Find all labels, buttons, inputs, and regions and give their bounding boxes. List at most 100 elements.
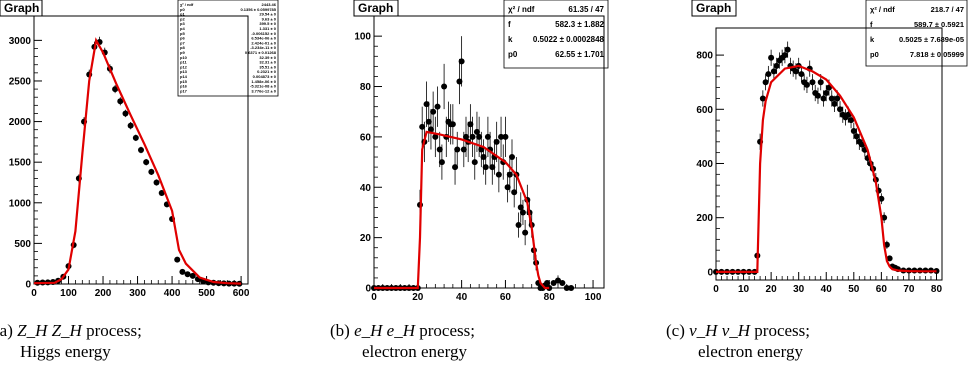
data-point bbox=[112, 86, 119, 93]
data-point bbox=[489, 164, 496, 171]
stats-key: p13 bbox=[180, 69, 188, 74]
data-point bbox=[463, 133, 469, 140]
stats-key: p6 bbox=[180, 36, 185, 41]
stats-value: 0.5025 ± 7.689e-05 bbox=[899, 35, 964, 44]
x-tick-label: 40 bbox=[821, 284, 833, 295]
data-point bbox=[768, 54, 775, 61]
data-point bbox=[817, 79, 824, 86]
data-point bbox=[127, 122, 134, 129]
data-point bbox=[456, 78, 463, 85]
panel-a: Graph χ² / ndf 2443.46 p0 0.1356 ± 0.059978… bbox=[0, 0, 280, 305]
caption-line2: Higgs energy bbox=[20, 342, 111, 361]
data-point bbox=[555, 277, 561, 284]
stats-value: -5.321e-08 ± 0 bbox=[250, 84, 277, 89]
x-tick-label: 50 bbox=[848, 284, 860, 295]
x-tick-label: 0 bbox=[371, 292, 377, 300]
y-tick-label: 0 bbox=[365, 284, 371, 295]
stats-value: 2.424e-01 ± 0 bbox=[251, 40, 276, 45]
caption-c: (c) ν_H ν_H process; electron energy bbox=[666, 320, 810, 362]
data-point bbox=[773, 62, 780, 69]
stats-box bbox=[503, 0, 609, 69]
stats-value: 9.63 ± 0 bbox=[262, 16, 277, 21]
x-tick-label: 20 bbox=[766, 284, 778, 295]
fit-curve bbox=[716, 64, 937, 273]
y-tick-label: 600 bbox=[696, 105, 713, 116]
y-tick-label: 100 bbox=[354, 32, 371, 43]
data-point bbox=[498, 133, 505, 140]
data-point bbox=[770, 68, 777, 75]
caption-label: (a) bbox=[0, 321, 13, 340]
x-tick-label: 500 bbox=[198, 288, 215, 299]
stats-value: 35.51 ± 0 bbox=[259, 64, 276, 69]
data-point bbox=[436, 146, 443, 153]
stats-value: 2443.46 bbox=[262, 2, 277, 7]
data-point bbox=[143, 159, 150, 166]
caption-line2: electron energy bbox=[362, 342, 467, 361]
y-tick-label: 1000 bbox=[9, 198, 32, 209]
data-point bbox=[878, 195, 885, 202]
caption-line1: process; bbox=[419, 321, 475, 340]
x-tick-label: 60 bbox=[500, 292, 512, 300]
y-tick-label: 400 bbox=[696, 159, 713, 170]
stats-key: p11 bbox=[180, 60, 187, 65]
y-tick-label: 500 bbox=[14, 239, 31, 250]
caption-a: (a) Z_H Z_H process; Higgs energy bbox=[0, 320, 142, 362]
caption-label: (c) bbox=[666, 321, 685, 340]
data-point bbox=[809, 79, 816, 86]
data-point bbox=[148, 168, 155, 175]
data-point bbox=[517, 204, 524, 211]
y-tick-label: 0 bbox=[707, 267, 713, 278]
stats-value: 589.7 ± 0.5921 bbox=[914, 20, 964, 29]
data-point bbox=[784, 46, 791, 53]
x-tick-label: 20 bbox=[412, 292, 424, 300]
data-point bbox=[469, 133, 476, 140]
stats-key: p2 bbox=[180, 16, 185, 21]
caption-c-line1: (c) ν_H ν_H process; bbox=[666, 320, 810, 341]
stats-key: p3 bbox=[180, 21, 185, 26]
x-tick-label: 100 bbox=[60, 288, 77, 299]
x-tick-label: 10 bbox=[738, 284, 750, 295]
stats-value: -3.234e-11 ± 0 bbox=[250, 45, 277, 50]
y-tick-label: 3000 bbox=[9, 36, 32, 47]
data-point bbox=[798, 71, 805, 78]
data-point bbox=[568, 285, 575, 291]
stats-key: p14 bbox=[180, 74, 188, 79]
data-point bbox=[837, 106, 844, 113]
data-point bbox=[845, 111, 852, 118]
chart-b: Graph χ² / ndf 61.35 / 47 f 582.3 ± 1.882 k 0… bbox=[353, 0, 609, 303]
stats-box bbox=[865, 0, 968, 67]
data-point bbox=[434, 103, 441, 110]
data-point bbox=[484, 133, 491, 140]
y-tick-label: 1500 bbox=[9, 158, 32, 169]
stats-value: 62.55 ± 1.701 bbox=[555, 50, 604, 59]
data-point bbox=[814, 92, 821, 99]
stats-key: χ² / ndf bbox=[508, 5, 535, 14]
y-tick-label: 0 bbox=[25, 280, 31, 291]
stats-value: 0.2321 ± 0 bbox=[257, 69, 277, 74]
data-point bbox=[493, 138, 500, 145]
x-tick-label: 80 bbox=[544, 292, 556, 300]
data-point bbox=[427, 126, 434, 133]
data-point bbox=[559, 279, 566, 286]
stats-value: 61.35 / 47 bbox=[568, 5, 604, 14]
stats-key: p0 bbox=[870, 50, 879, 59]
data-point bbox=[831, 100, 838, 107]
data-point bbox=[438, 159, 445, 166]
stats-key: f bbox=[508, 20, 511, 29]
y-tick-label: 80 bbox=[360, 82, 372, 93]
caption-label: (b) bbox=[330, 321, 350, 340]
stats-key: p10 bbox=[180, 55, 188, 60]
stats-value: 0.1356 ± 0.0599785 bbox=[240, 7, 276, 12]
caption-a-line1: (a) Z_H Z_H process; bbox=[0, 320, 142, 341]
stats-key: p15 bbox=[180, 79, 188, 84]
caption-line2: electron energy bbox=[698, 342, 803, 361]
data-point bbox=[189, 272, 196, 279]
data-point bbox=[449, 121, 456, 128]
panel-c: Graph χ² / ndf 218.7 / 47 f 589.7 ± 0.5921 k… bbox=[690, 0, 969, 305]
stats-value: 1.331 ± 0 bbox=[259, 26, 276, 31]
x-tick-label: 30 bbox=[793, 284, 805, 295]
data-point bbox=[132, 134, 139, 141]
stats-value: 218.7 / 47 bbox=[931, 5, 964, 14]
panel-b: Graph χ² / ndf 61.35 / 47 f 582.3 ± 1.882 k 0… bbox=[352, 0, 612, 305]
data-point bbox=[759, 95, 766, 102]
